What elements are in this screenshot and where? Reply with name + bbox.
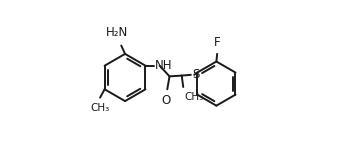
Text: H₂N: H₂N <box>106 27 129 39</box>
Text: F: F <box>214 36 221 49</box>
Text: CH₃: CH₃ <box>184 92 203 102</box>
Text: O: O <box>162 94 171 107</box>
Text: S: S <box>192 68 199 81</box>
Text: NH: NH <box>154 59 172 72</box>
Text: CH₃: CH₃ <box>90 103 110 113</box>
